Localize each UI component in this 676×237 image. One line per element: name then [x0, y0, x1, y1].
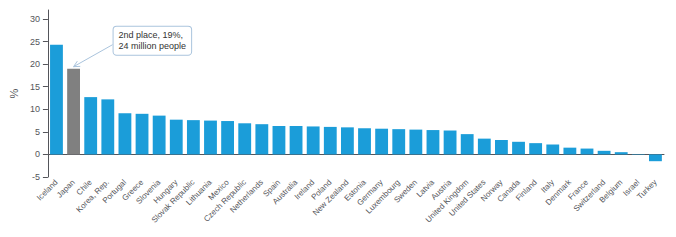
svg-text:Ireland: Ireland: [292, 177, 317, 202]
svg-text:United States: United States: [447, 177, 488, 219]
svg-text:Mexico: Mexico: [206, 177, 231, 203]
svg-text:Israel: Israel: [621, 177, 642, 198]
svg-text:Luxembourg: Luxembourg: [364, 177, 402, 216]
svg-text:New Zealand: New Zealand: [310, 177, 351, 218]
svg-text:Germany: Germany: [355, 177, 385, 208]
svg-text:Canada: Canada: [495, 177, 522, 204]
svg-text:24 million people: 24 million people: [119, 41, 187, 51]
svg-text:Greece: Greece: [120, 177, 146, 203]
svg-text:Latvia: Latvia: [414, 177, 437, 200]
svg-text:Hungary: Hungary: [151, 177, 180, 206]
svg-text:France: France: [566, 177, 591, 202]
svg-text:30: 30: [30, 14, 40, 24]
svg-text:20: 20: [30, 59, 40, 69]
svg-text:Italy: Italy: [539, 177, 556, 195]
svg-text:15: 15: [30, 82, 40, 92]
svg-text:Norway: Norway: [479, 177, 505, 204]
svg-text:Australia: Australia: [270, 177, 300, 207]
svg-text:Iceland: Iceland: [35, 178, 60, 203]
svg-text:5: 5: [35, 127, 40, 137]
svg-text:United Kingdom: United Kingdom: [423, 177, 471, 225]
svg-text:Lithuania: Lithuania: [184, 177, 214, 208]
svg-text:Switzerland: Switzerland: [571, 177, 608, 214]
svg-text:Chile: Chile: [74, 177, 94, 198]
svg-text:Czech Republic: Czech Republic: [202, 177, 248, 224]
svg-text:0: 0: [35, 149, 40, 159]
svg-text:2nd place, 19%,: 2nd place, 19%,: [119, 30, 184, 40]
svg-text:Finland: Finland: [514, 178, 539, 203]
svg-text:Korea, Rep.: Korea, Rep.: [74, 177, 111, 215]
svg-text:Turkey: Turkey: [635, 178, 658, 201]
svg-text:25: 25: [30, 37, 40, 47]
svg-text:Poland: Poland: [309, 177, 334, 202]
svg-text:Denmark: Denmark: [543, 177, 574, 208]
svg-text:10: 10: [30, 104, 40, 114]
svg-text:-5: -5: [32, 172, 40, 182]
svg-text:Slovenia: Slovenia: [134, 177, 163, 206]
svg-text:Netherlands: Netherlands: [228, 178, 265, 215]
svg-text:Sweden: Sweden: [392, 177, 419, 205]
svg-text:Spain: Spain: [261, 177, 283, 199]
svg-text:Slovak Republic: Slovak Republic: [149, 177, 197, 225]
svg-text:Austria: Austria: [429, 177, 454, 202]
svg-text:Japan: Japan: [55, 178, 77, 200]
svg-text:Belgium: Belgium: [597, 177, 625, 205]
svg-text:Portugal: Portugal: [100, 177, 129, 206]
svg-text:Estonia: Estonia: [342, 177, 368, 203]
svg-text:%: %: [8, 88, 20, 98]
